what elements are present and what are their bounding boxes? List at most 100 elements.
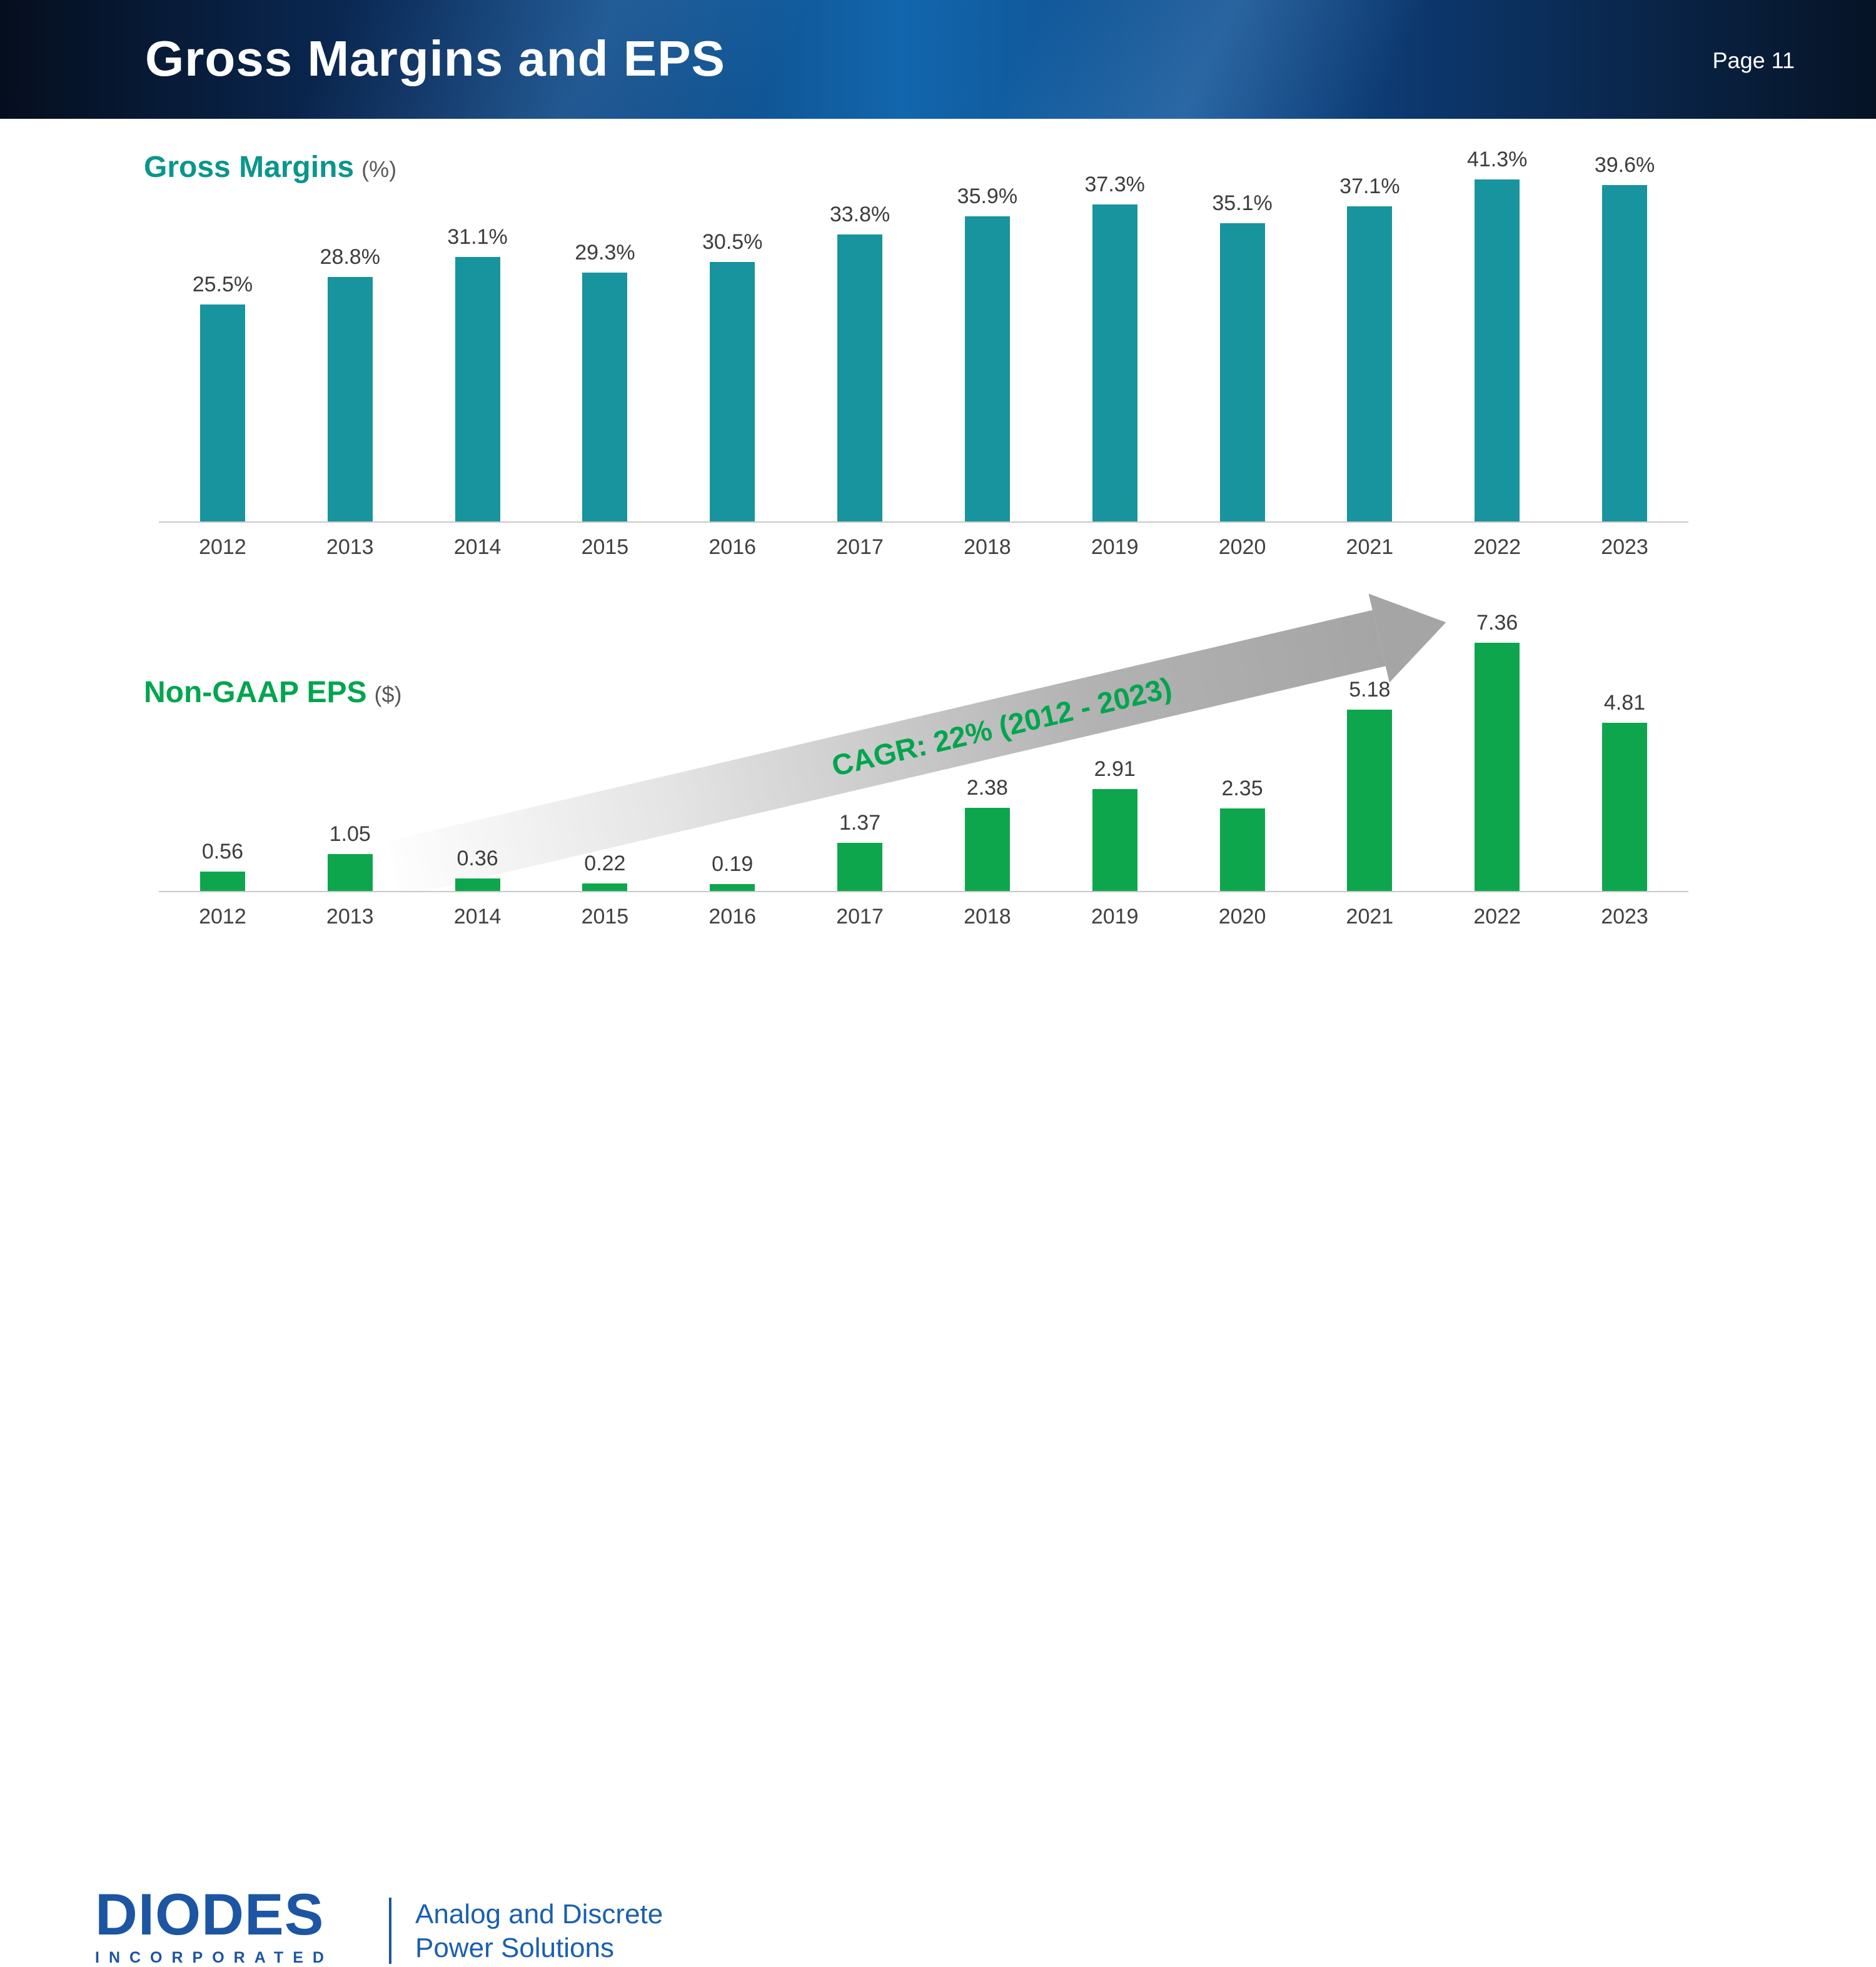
bar — [964, 808, 1010, 891]
chart-unit-label: (%) — [361, 156, 397, 182]
eps-x-axis: 2012 2013 2014 2015 2016 2017 2018 2019 2020 2021… — [159, 905, 1688, 932]
x-axis-label: 2022 — [1473, 535, 1521, 559]
bar — [1092, 204, 1137, 521]
bar — [1602, 723, 1648, 891]
bar — [199, 304, 245, 521]
bar-cell: 30.5% — [668, 148, 796, 521]
bar-value-label: 25.5% — [192, 273, 253, 296]
gross-margins-x-axis: 2012 2013 2014 2015 2016 2017 2018 2019 2020 2021… — [159, 535, 1688, 563]
tagline-line-1: Analog and Discrete — [415, 1899, 663, 1929]
bar — [710, 884, 755, 891]
x-axis-label: 2012 — [199, 905, 246, 928]
chart-title-text: Non-GAAP EPS — [144, 676, 367, 709]
bar-value-label: 0.22 — [584, 852, 626, 875]
slide-header: Gross Margins and EPS Page 11 — [0, 0, 1876, 119]
bar — [837, 234, 883, 521]
bar — [582, 273, 628, 521]
bar-value-label: 33.8% — [829, 203, 890, 226]
bar — [455, 257, 500, 521]
x-axis-label: 2014 — [453, 535, 502, 559]
bar-cell: 0.56 — [159, 611, 286, 891]
bar-cell: 2.35 — [1179, 611, 1306, 891]
bar-cell: 37.1% — [1306, 148, 1433, 521]
bar — [327, 854, 373, 891]
bar-value-label: 7.36 — [1476, 611, 1518, 635]
bar — [1475, 643, 1520, 891]
bar-value-label: 35.1% — [1212, 191, 1273, 215]
x-axis-label: 2018 — [964, 905, 1011, 928]
bar-cell: 35.1% — [1179, 148, 1306, 521]
x-axis-label: 2014 — [453, 905, 502, 928]
bar — [455, 878, 500, 891]
bar-cell: 33.8% — [796, 148, 924, 521]
bar — [837, 843, 883, 891]
bar — [1347, 206, 1393, 521]
bar-cell: 41.3% — [1433, 148, 1561, 521]
bar-cell: 7.36 — [1433, 611, 1561, 891]
bar-cell: 0.36 — [414, 611, 542, 891]
bar-cell: 31.1% — [414, 148, 542, 521]
bar-value-label: 1.05 — [329, 822, 371, 846]
bar — [1092, 789, 1137, 891]
eps-chart-title: Non-GAAP EPS ($) — [144, 675, 401, 710]
bar-cell: 29.3% — [541, 148, 668, 521]
chart-title-text: Gross Margins — [144, 151, 355, 184]
footer-divider — [389, 1898, 391, 1964]
x-axis-label: 2012 — [199, 535, 246, 559]
bar — [964, 216, 1010, 521]
bar — [710, 262, 755, 521]
bar — [1475, 179, 1520, 521]
footer-tagline: Analog and Discrete Power Solutions — [415, 1898, 663, 1964]
bar-value-label: 1.37 — [839, 811, 881, 835]
x-axis-label: 2020 — [1218, 905, 1266, 928]
bar-cell: 25.5% — [159, 148, 286, 521]
page-number: Page 11 — [1712, 48, 1795, 73]
bar-value-label: 31.1% — [447, 225, 508, 249]
bar-cell: 2.38 — [924, 611, 1051, 891]
bar-value-label: 2.38 — [966, 776, 1008, 800]
bar-cell: 2.91 — [1051, 611, 1179, 891]
x-axis-label: 2020 — [1218, 535, 1266, 559]
bar-cell: 4.81 — [1561, 611, 1688, 891]
x-axis-label: 2021 — [1346, 535, 1394, 559]
x-axis-label: 2019 — [1091, 905, 1139, 928]
slide-footer: DIODES INCORPORATED Analog and Discrete … — [0, 942, 1876, 1967]
bar-cell: 37.3% — [1051, 148, 1179, 521]
x-axis-label: 2016 — [709, 905, 757, 928]
x-axis-label: 2022 — [1473, 905, 1521, 928]
x-axis-label: 2018 — [964, 535, 1011, 559]
bar-cell: 5.18 — [1306, 611, 1433, 891]
x-axis-label: 2015 — [581, 905, 629, 928]
bar-value-label: 28.8% — [320, 245, 380, 269]
bar-value-label: 39.6% — [1594, 153, 1655, 177]
bar-value-label: 0.56 — [201, 840, 243, 863]
diodes-logo: DIODES INCORPORATED — [95, 1885, 333, 1967]
bar-value-label: 2.35 — [1221, 777, 1263, 800]
bar-value-label: 2.91 — [1094, 757, 1136, 781]
bar-value-label: 29.3% — [575, 241, 635, 264]
bar — [582, 883, 628, 891]
bar-value-label: 37.3% — [1084, 173, 1145, 196]
bar — [199, 872, 245, 891]
x-axis-label: 2015 — [581, 535, 629, 559]
bar-value-label: 4.81 — [1603, 691, 1646, 715]
bar-cell: 28.8% — [286, 148, 414, 521]
x-axis-label: 2016 — [709, 535, 757, 559]
x-axis-label: 2023 — [1601, 905, 1648, 928]
gross-margins-bar-plot: 25.5% 28.8% 31.1% 29.3% 30.5% 33.8% 35.9% 37.3%… — [159, 148, 1688, 523]
bar-cell: 0.19 — [668, 611, 796, 891]
bar — [327, 277, 373, 521]
bar-cell: 35.9% — [924, 148, 1051, 521]
bar-value-label: 41.3% — [1466, 148, 1528, 171]
bar-value-label: 0.19 — [712, 852, 754, 876]
x-axis-label: 2013 — [326, 905, 374, 928]
slide-title: Gross Margins and EPS — [145, 31, 725, 86]
bar-value-label: 37.1% — [1339, 174, 1400, 198]
bar-value-label: 0.36 — [456, 847, 498, 870]
bar-value-label: 5.18 — [1349, 678, 1391, 702]
x-axis-label: 2019 — [1091, 535, 1139, 559]
bar-value-label: 30.5% — [702, 230, 763, 254]
x-axis-label: 2013 — [326, 535, 374, 559]
bar — [1219, 808, 1265, 891]
bar — [1219, 223, 1265, 521]
